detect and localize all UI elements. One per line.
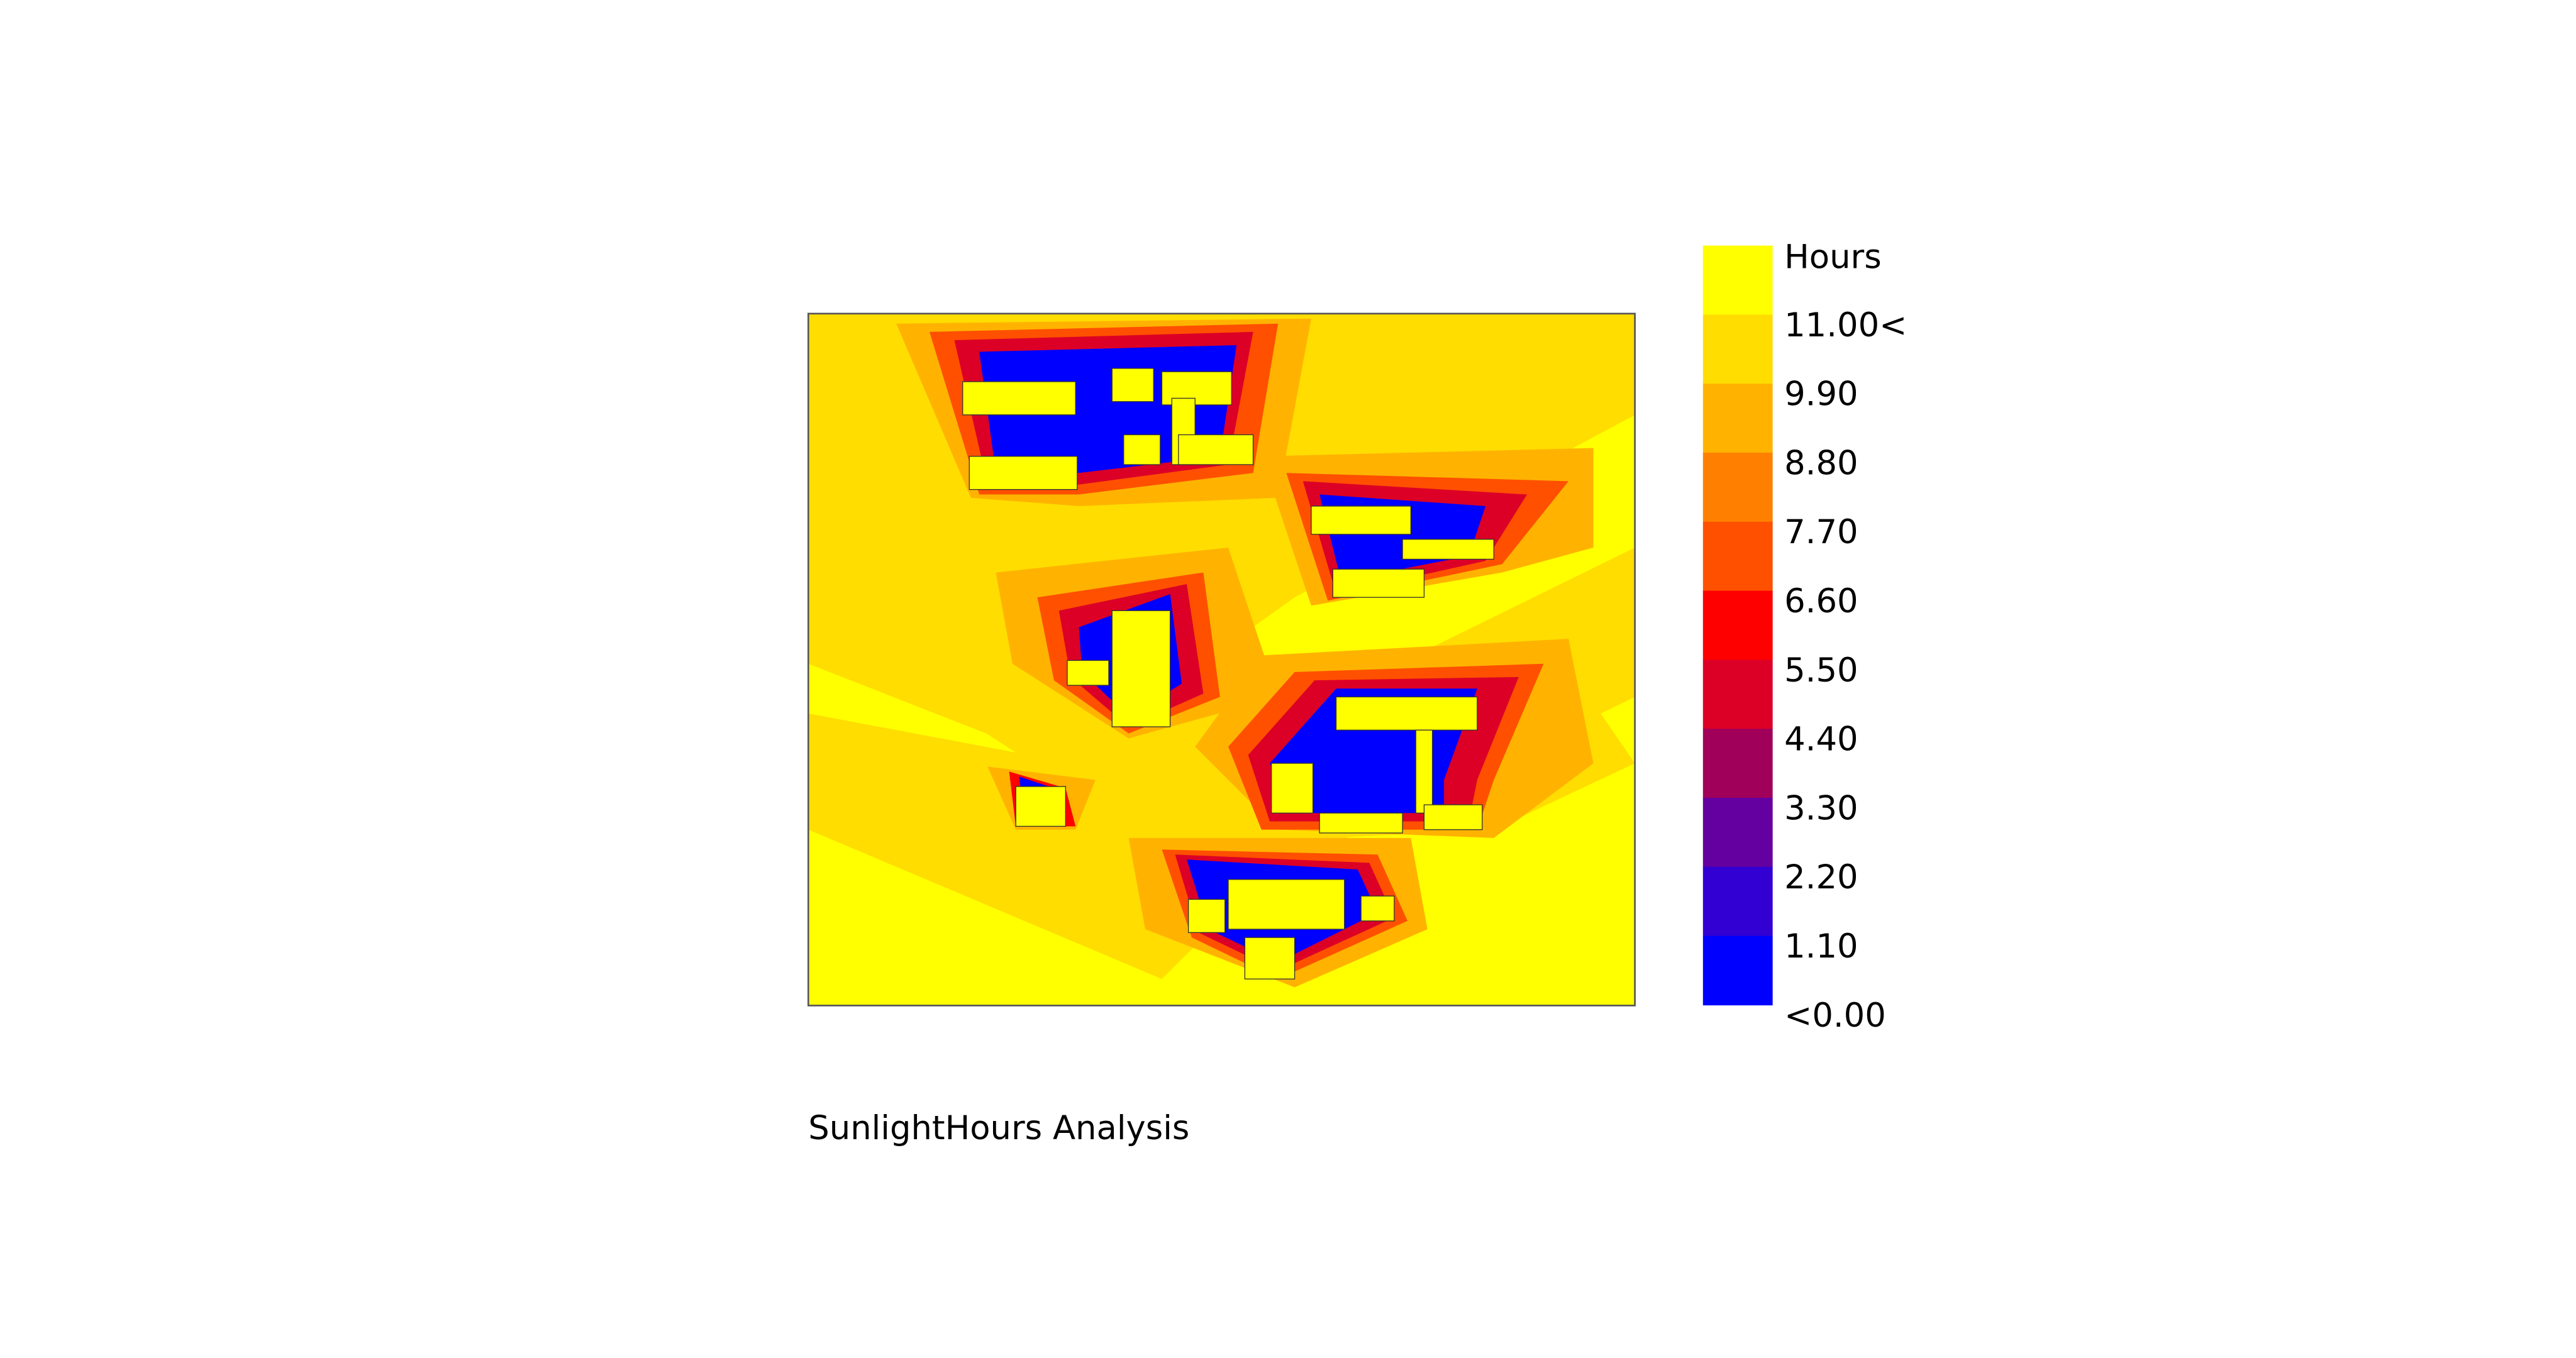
- legend-swatch: [1702, 384, 1773, 453]
- legend-label: 4.40: [1784, 720, 1858, 759]
- legend-swatch: [1702, 936, 1773, 1006]
- legend-swatch: [1702, 866, 1773, 937]
- legend-label: <0.00: [1784, 996, 1886, 1035]
- caption: SunlightHours Analysis: [808, 1109, 1189, 1147]
- legend-swatch: [1702, 521, 1773, 592]
- legend-label: 3.30: [1784, 789, 1858, 827]
- buildings: [962, 368, 1494, 980]
- legend-swatch: [1702, 797, 1773, 868]
- legend-label: 9.90: [1784, 375, 1858, 414]
- sunlight-map: [807, 312, 1636, 1007]
- legend-label: 7.70: [1784, 513, 1858, 551]
- legend: Hours 11.00< 9.90 8.80 7.70 6.60 5.50 4.40 3.30 2…: [1702, 238, 1907, 1035]
- legend-label: 2.20: [1784, 858, 1858, 897]
- legend-swatch: [1702, 453, 1773, 522]
- legend-label: 8.80: [1784, 444, 1858, 482]
- legend-swatch: [1702, 245, 1773, 316]
- legend-label: 1.10: [1784, 927, 1858, 966]
- map-border: [807, 312, 1636, 1007]
- legend-swatch: [1702, 660, 1773, 729]
- legend-swatch: [1702, 590, 1773, 661]
- legend-swatch: [1702, 729, 1773, 798]
- legend-label: 5.50: [1784, 651, 1858, 690]
- legend-label: 6.60: [1784, 582, 1858, 621]
- legend-label: 11.00<: [1784, 306, 1907, 345]
- legend-swatch: [1702, 314, 1773, 385]
- legend-title: Hours: [1784, 238, 1882, 276]
